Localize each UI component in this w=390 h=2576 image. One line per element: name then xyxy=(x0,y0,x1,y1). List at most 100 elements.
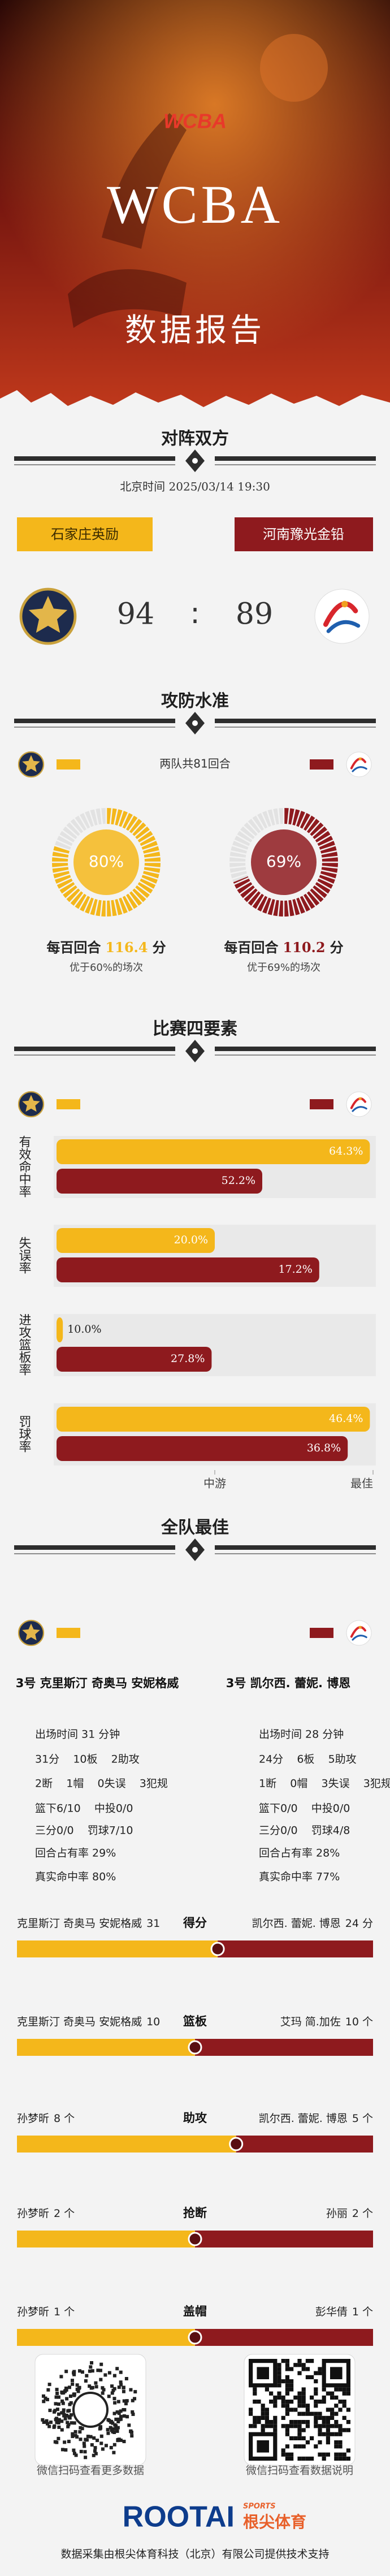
score: 94 xyxy=(117,598,154,632)
qr-module xyxy=(342,2391,346,2396)
leader-name: 凯尔西. 蕾妮. 博恩 xyxy=(252,1917,341,1930)
donut-tick-gap xyxy=(291,898,296,917)
qr-dot xyxy=(125,2399,129,2403)
qr-dot xyxy=(59,2375,63,2379)
qr-module xyxy=(289,2436,294,2440)
qr-module xyxy=(326,2420,330,2424)
qr-dot xyxy=(122,2440,126,2444)
header-subtitle: 数据报告 xyxy=(125,312,265,349)
leader-left: 孙梦昕 8 个 xyxy=(17,2112,75,2125)
qr-dot xyxy=(107,2371,111,2375)
qr-module xyxy=(297,2432,302,2436)
qr-dot xyxy=(89,2435,93,2439)
qr-module xyxy=(330,2415,335,2420)
qr-module xyxy=(322,2415,326,2420)
qr-dot xyxy=(112,2397,116,2401)
qr-module xyxy=(322,2432,326,2436)
qr-module xyxy=(305,2456,310,2461)
qr-module xyxy=(289,2424,294,2428)
qr-module xyxy=(338,2440,343,2445)
factor-value: 17.2% xyxy=(278,1263,312,1276)
leader-name: 克里斯汀 奇奥马 安妮格威 xyxy=(17,1917,142,1930)
qr-dot xyxy=(112,2411,116,2415)
qr-module xyxy=(293,2424,298,2428)
donut-tick-gap xyxy=(229,850,248,855)
section-icon-dot xyxy=(192,1547,198,1553)
qr-dot xyxy=(122,2408,125,2412)
qr-dot xyxy=(72,2371,76,2375)
player-stat: 篮下0/0 中投0/0 xyxy=(259,1803,350,1815)
qr-dot xyxy=(79,2449,83,2453)
qr-module xyxy=(318,2452,322,2457)
qr-dot xyxy=(84,2437,88,2441)
qr-module xyxy=(253,2400,257,2404)
qr-module xyxy=(326,2424,330,2428)
leader-name: 凯尔西. 蕾妮. 博恩 xyxy=(259,2112,348,2125)
qr-finder xyxy=(322,2359,351,2388)
leader-stat: 盖帽 xyxy=(183,2305,207,2318)
donut-tick-gap xyxy=(88,897,96,915)
qr-dot xyxy=(98,2368,102,2372)
leader-label-bg xyxy=(178,2110,212,2127)
donut-tick-gap xyxy=(287,807,291,825)
qr-module xyxy=(301,2428,306,2432)
qr-module xyxy=(301,2391,306,2396)
donut-tick-gap xyxy=(242,824,257,838)
qr-dot xyxy=(68,2416,72,2420)
qr-dot xyxy=(96,2439,99,2443)
qr-dot xyxy=(101,2391,105,2395)
qr-module xyxy=(257,2420,261,2424)
donut-tick-gap xyxy=(298,896,307,914)
qr-dot xyxy=(96,2368,100,2372)
brand: ROOTAI xyxy=(123,2501,235,2534)
qr-module xyxy=(318,2424,322,2428)
leader-name: 克里斯汀 奇奥马 安妮格威 xyxy=(17,2016,142,2028)
donut-tick-gap xyxy=(266,809,273,827)
qr-module xyxy=(285,2400,289,2404)
donut-tick-gap xyxy=(136,883,152,896)
qr-dot xyxy=(90,2361,94,2365)
donut-tick-gap xyxy=(136,829,152,841)
divider xyxy=(215,719,376,723)
donut-tick-gap xyxy=(311,824,326,838)
qr-dot xyxy=(84,2379,88,2383)
qr-dot xyxy=(112,2387,116,2391)
torn-edge xyxy=(0,390,390,418)
qr-module xyxy=(301,2436,306,2440)
donut-tick-gap xyxy=(305,892,317,908)
qr-dot xyxy=(55,2421,59,2424)
donut-tick-gap xyxy=(109,807,113,825)
donut-tick-gap xyxy=(228,855,247,859)
leader-label-bg xyxy=(178,1915,212,1932)
divider xyxy=(14,1545,175,1550)
qr-dot xyxy=(99,2441,103,2445)
qr-module xyxy=(310,2456,314,2461)
qr-module xyxy=(293,2395,298,2400)
qr-module xyxy=(269,2400,274,2404)
qr-module xyxy=(342,2456,346,2461)
qr-module xyxy=(314,2404,318,2408)
player-stat: 篮下6/10 中投0/0 xyxy=(35,1803,133,1815)
donut-tick-gap xyxy=(271,898,277,917)
leader-right: 凯尔西. 蕾妮. 博恩 5 个 xyxy=(259,2112,373,2125)
qr-module xyxy=(293,2408,298,2412)
qr-dot xyxy=(62,2414,66,2418)
leader-unit: 个 xyxy=(362,2112,373,2125)
qr-module xyxy=(265,2415,269,2420)
leader-stat: 篮板 xyxy=(183,2015,207,2028)
qr-module xyxy=(253,2391,257,2396)
qr-module xyxy=(318,2440,322,2445)
team-logo-mark xyxy=(358,1626,362,1629)
donut-tick-gap xyxy=(113,807,119,826)
qr-module xyxy=(305,2375,310,2379)
qr-module xyxy=(253,2387,257,2392)
divider xyxy=(14,719,175,723)
donut-tick-gap xyxy=(294,809,302,827)
qr-dot xyxy=(64,2448,68,2452)
leader-split xyxy=(188,2232,202,2246)
leader-bar-left xyxy=(17,2039,195,2056)
donut-tick-gap xyxy=(55,876,73,886)
donut-tick-gap xyxy=(60,883,77,896)
donut-tick-gap xyxy=(83,811,92,829)
qr-module xyxy=(334,2404,339,2408)
